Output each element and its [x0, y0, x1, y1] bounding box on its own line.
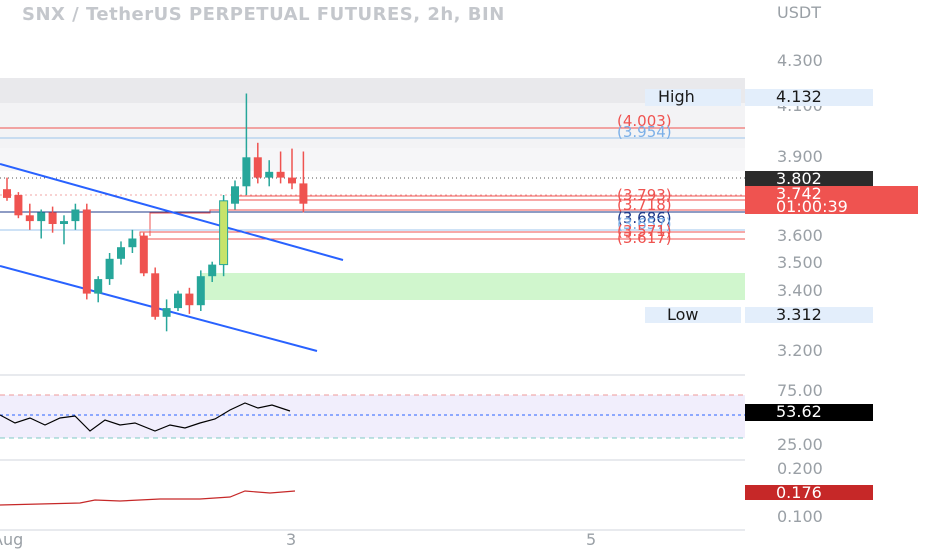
price-tick: 4.300 — [777, 51, 823, 70]
price-value: 3.742 — [776, 184, 822, 203]
rsi-pane: 75.00 53.62 25.00 — [0, 381, 873, 454]
candle-body — [231, 186, 239, 204]
candle-body — [117, 247, 125, 259]
high-value-box — [745, 89, 873, 106]
level-label: (3.617) — [617, 229, 672, 247]
level-labels: (4.003) (3.954) (3.793) (3.718) (3.686) … — [617, 112, 672, 247]
candle-body — [25, 215, 34, 222]
last-close-value: 3.802 — [776, 169, 822, 188]
high-label: High — [658, 87, 695, 106]
rsi-band — [0, 395, 745, 438]
low-value-box — [745, 307, 873, 323]
levels-layer — [0, 127, 745, 240]
price-tick: 3.900 — [777, 147, 823, 166]
support-zone — [200, 273, 745, 300]
candle-body — [48, 212, 57, 224]
candles-layer — [3, 93, 308, 332]
rsi-tick: 25.00 — [777, 435, 823, 454]
candle-body — [208, 264, 217, 277]
candle-body — [82, 209, 91, 294]
level-label: (3.686) — [617, 209, 672, 227]
candle-body — [37, 212, 46, 222]
low-label: Low — [667, 305, 699, 324]
level-label: (4.003) — [617, 112, 672, 130]
resistance-zone — [0, 103, 745, 148]
indicator2-tick-partial: 0.200 — [777, 459, 823, 478]
indicator2-value: 0.176 — [776, 483, 822, 502]
rsi-value-tag — [745, 404, 873, 421]
candle-body — [139, 235, 148, 274]
candle-body — [128, 238, 137, 248]
candle-body — [265, 171, 274, 178]
candle-body — [288, 177, 296, 184]
high-value: 4.132 — [776, 87, 822, 106]
price-tag — [745, 186, 918, 214]
candle-body — [219, 200, 229, 266]
candle-body — [162, 308, 171, 317]
zones-layer — [0, 78, 745, 300]
last-close-tag — [745, 171, 873, 187]
level-label: (3.718) — [617, 196, 672, 214]
candle-body — [105, 258, 114, 280]
currency-label: USDT — [777, 3, 821, 22]
resistance-zone-light — [0, 148, 745, 171]
level-label: (3.793) — [617, 186, 672, 204]
countdown: 01:00:39 — [776, 197, 848, 216]
level-line-3617 — [139, 231, 745, 236]
indicator2-tick: 0.100 — [777, 507, 823, 526]
rsi-value: 53.62 — [776, 402, 822, 421]
candle-body — [253, 157, 262, 178]
candle-body — [3, 189, 11, 198]
rsi-line — [0, 402, 291, 432]
channel-upper-line — [0, 163, 344, 261]
candle-body — [185, 293, 194, 306]
resistance-zone-dark — [0, 78, 745, 103]
level-line-3718 — [149, 209, 745, 236]
indicator2-pane: 0.200 0.176 0.100 — [0, 459, 873, 526]
candle-body — [242, 157, 251, 187]
time-label: 3 — [286, 530, 296, 549]
candle-body — [276, 171, 285, 178]
candle-body — [151, 273, 160, 317]
time-label: Aug — [0, 530, 23, 549]
level-label: (3.954) — [617, 123, 672, 141]
price-tick: 3.600 — [777, 226, 823, 245]
indicator2-line — [0, 490, 296, 506]
time-label: 5 — [586, 530, 596, 549]
candle-body — [60, 221, 68, 224]
price-tick: 3.400 — [777, 281, 823, 300]
price-tick: 3.200 — [777, 341, 823, 360]
low-value: 3.312 — [776, 305, 822, 324]
level-label: (3.571) — [617, 222, 672, 240]
candle-body — [71, 209, 80, 222]
channel-layer — [0, 163, 344, 352]
level-label: (3.657) — [617, 215, 672, 233]
candle-body — [174, 293, 182, 309]
candle-body — [196, 276, 205, 306]
price-tick: 3.500 — [777, 253, 823, 272]
rsi-tick: 75.00 — [777, 381, 823, 400]
chart-title: SNX / TetherUS PERPETUAL FUTURES, 2h, BI… — [22, 4, 505, 25]
candle-body — [94, 279, 103, 294]
low-label-box — [645, 307, 741, 323]
candle-body — [299, 183, 308, 204]
indicator2-value-tag — [745, 485, 873, 500]
candle-body — [14, 195, 23, 216]
high-label-box — [645, 89, 741, 106]
